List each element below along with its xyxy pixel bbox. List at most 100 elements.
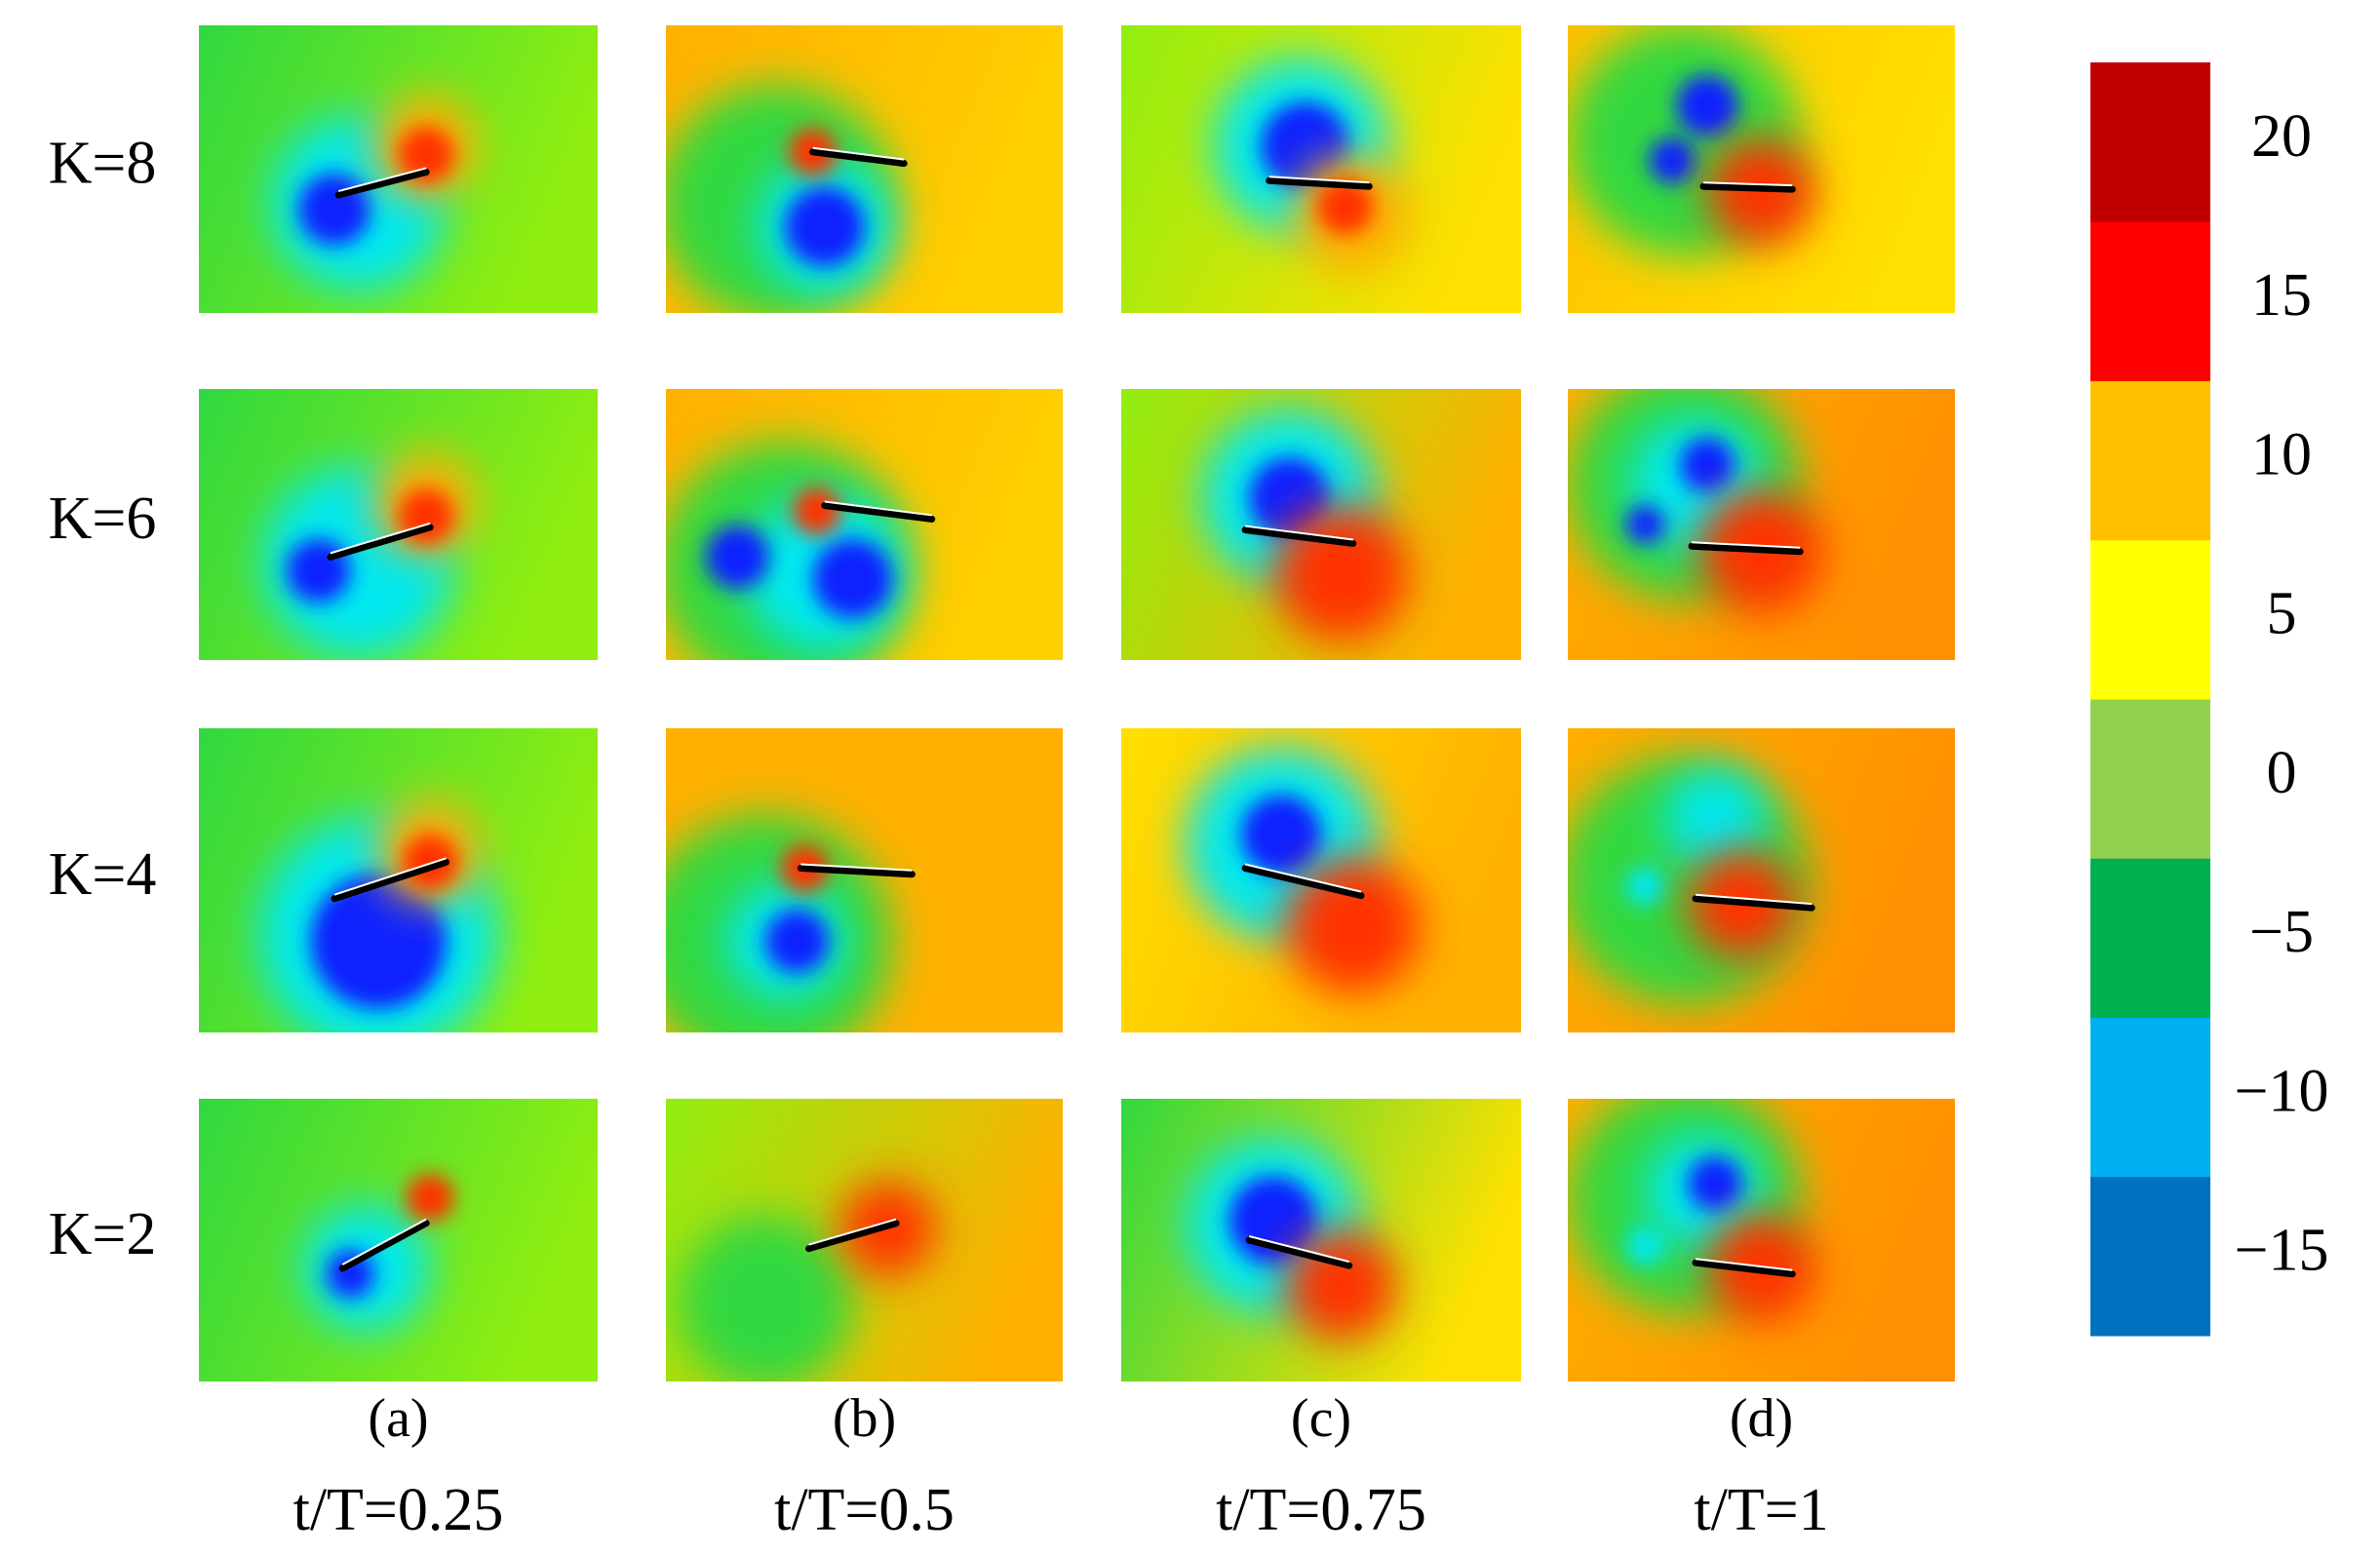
- field-panel: [1121, 1099, 1521, 1382]
- field-blob: [812, 538, 892, 619]
- colorbar-band: [2090, 1017, 2210, 1178]
- colorbar-tick-label: 10: [2251, 421, 2312, 487]
- column-letter: (c): [1291, 1388, 1351, 1449]
- airfoil: [797, 865, 916, 878]
- airfoil-edge: [1268, 175, 1370, 184]
- colorbar-band: [2090, 221, 2210, 381]
- airfoil: [1241, 865, 1365, 900]
- airfoil: [809, 148, 908, 168]
- field-blob: [1241, 795, 1321, 876]
- field-panel: [666, 25, 1063, 313]
- airfoil: [1266, 176, 1373, 190]
- airfoil-edge: [1695, 893, 1813, 906]
- field-panel: [1121, 389, 1521, 660]
- field-blob: [764, 909, 829, 973]
- airfoil-edge: [1702, 181, 1793, 187]
- field-blob: [402, 834, 458, 890]
- field-blob: [298, 173, 371, 246]
- colorbar-band: [2090, 539, 2210, 700]
- field-blob: [1664, 768, 1766, 871]
- field-blob: [705, 525, 769, 589]
- colorbar-band: [2090, 699, 2210, 859]
- field-blob: [1680, 438, 1735, 492]
- colorbar-tick-label: −10: [2235, 1058, 2329, 1124]
- field-panel: [199, 728, 598, 1032]
- field-panel: [666, 389, 1063, 660]
- airfoil-edge: [812, 146, 905, 161]
- field-blob: [1625, 1226, 1665, 1265]
- colorbar-tick-label: 5: [2267, 581, 2297, 647]
- colorbar-band: [2090, 858, 2210, 1018]
- airfoil-edge: [808, 1218, 897, 1246]
- field-panel: [1568, 389, 1955, 660]
- field-blob: [1706, 137, 1816, 247]
- airfoil: [338, 1220, 430, 1272]
- colorbar-tick-label: 15: [2251, 262, 2312, 329]
- row-label: K=2: [49, 1201, 157, 1267]
- field-blob: [678, 1215, 853, 1382]
- column-time: t/T=0.25: [293, 1477, 504, 1543]
- airfoil: [331, 858, 450, 903]
- field-blob: [1625, 867, 1665, 907]
- airfoil: [327, 524, 434, 561]
- airfoil-edge: [824, 500, 932, 517]
- field-panel: [666, 728, 1063, 1032]
- field-panel: [199, 389, 598, 660]
- field-blob: [1688, 1156, 1742, 1211]
- airfoil: [1699, 182, 1796, 193]
- field-blob: [1285, 1229, 1397, 1342]
- field-panel: [1568, 1099, 1955, 1382]
- row-label: K=6: [49, 486, 157, 552]
- field-panel: [199, 25, 598, 313]
- row-label: K=8: [49, 131, 157, 197]
- field-blob: [1272, 505, 1410, 642]
- airfoil-edge: [330, 522, 431, 555]
- field-blob: [286, 538, 351, 603]
- field-panel: [666, 1099, 1063, 1382]
- field-blob: [406, 1173, 454, 1223]
- colorbar-band: [2090, 62, 2210, 222]
- field-blob: [785, 186, 865, 267]
- field-panel: [1568, 728, 1955, 1032]
- airfoil-edge: [1691, 541, 1801, 549]
- airfoil-edge: [333, 857, 447, 896]
- airfoil: [334, 168, 430, 199]
- column-letter: (d): [1730, 1388, 1793, 1449]
- field-blob: [310, 873, 447, 1009]
- field-panel: [1568, 25, 1955, 313]
- field-blob: [1316, 178, 1374, 235]
- colorbar-tick-label: 20: [2251, 103, 2312, 170]
- airfoil-edge: [1244, 525, 1353, 541]
- field-panel: [1121, 25, 1521, 313]
- airfoil-edge: [1695, 1258, 1793, 1271]
- airfoil: [1241, 526, 1357, 547]
- airfoil: [1692, 895, 1815, 912]
- colorbar-tick-label: 0: [2267, 740, 2297, 806]
- field-panel: [1121, 728, 1521, 1032]
- airfoil: [1688, 542, 1804, 556]
- airfoil-edge: [1248, 1235, 1349, 1264]
- row-label: K=4: [49, 841, 157, 908]
- airfoil-edge: [341, 1218, 427, 1265]
- column-time: t/T=0.5: [774, 1477, 955, 1543]
- colorbar-tick-label: −15: [2235, 1218, 2329, 1284]
- airfoil-edge: [337, 167, 427, 193]
- field-blob: [1649, 136, 1697, 184]
- field-blob: [1625, 505, 1665, 544]
- airfoil: [805, 1220, 900, 1253]
- column-letter: (b): [833, 1388, 896, 1449]
- colorbar-band: [2090, 1176, 2210, 1337]
- column-time: t/T=1: [1694, 1477, 1828, 1543]
- field-blob: [398, 127, 454, 183]
- field-blob: [1285, 858, 1422, 994]
- field-blob: [793, 487, 841, 535]
- colorbar-band: [2090, 380, 2210, 541]
- column-letter: (a): [368, 1388, 428, 1449]
- airfoil-edge: [800, 863, 913, 872]
- column-time: t/T=0.75: [1216, 1477, 1426, 1543]
- field-panel: [199, 1099, 598, 1382]
- airfoil: [1692, 1259, 1796, 1278]
- field-blob: [326, 1250, 374, 1299]
- airfoil: [821, 502, 936, 523]
